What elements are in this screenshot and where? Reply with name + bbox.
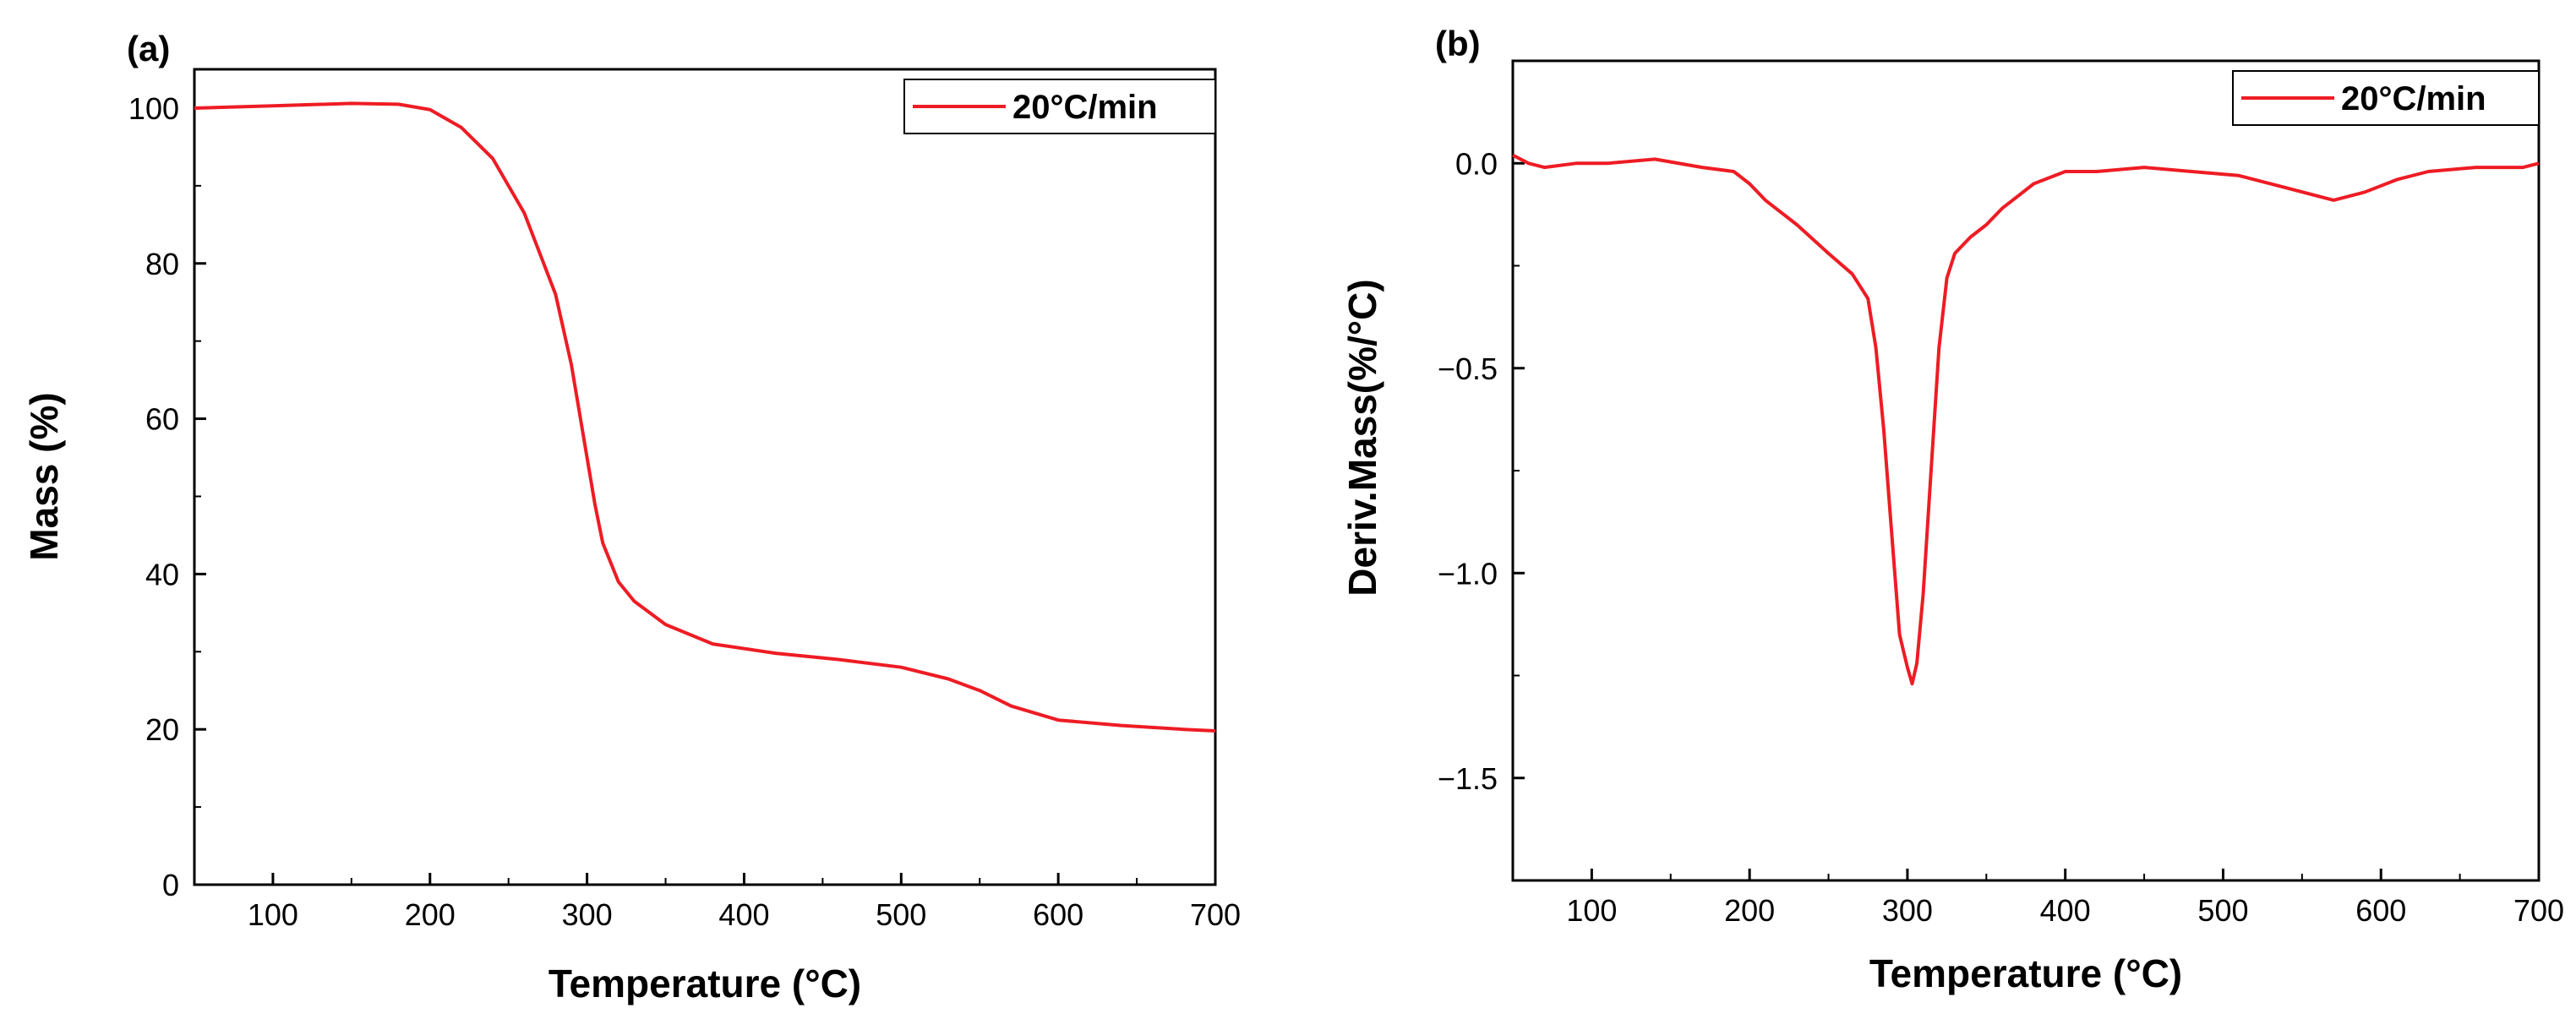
x-tick-label-b: 100 [1566, 893, 1617, 928]
y-tick-label-b: 0.0 [1455, 146, 1498, 181]
y-tick-label-a: 20 [145, 712, 179, 747]
x-axis-title-b: Temperature (°C) [1869, 951, 2182, 995]
panel-label-b: (b) [1435, 24, 1481, 63]
x-tick-label-b: 400 [2040, 893, 2091, 928]
plot-frame-a [193, 68, 1217, 886]
chart-panel-a: (a) 100 200 300 400 500 600 700 0 20 40 60 80 100 Te… [22, 29, 1241, 1005]
y-tick-label-b: −1.0 [1438, 556, 1498, 591]
legend-a: 20°C/min [903, 79, 1216, 134]
x-tick-label-a: 200 [405, 897, 456, 932]
x-axis-title-a: Temperature (°C) [548, 962, 861, 1005]
legend-b: 20°C/min [2232, 70, 2540, 126]
y-tick-label-b: −0.5 [1438, 352, 1498, 386]
x-tick-label-a: 600 [1033, 897, 1083, 932]
series-line-b [1512, 153, 2540, 686]
series-line-a [194, 101, 1216, 733]
y-tick-label-a: 80 [145, 247, 179, 281]
y-tick-label-b: −1.5 [1438, 761, 1498, 796]
axis-ticks-b: 100 200 300 400 500 600 700 0.0 −0.5 −1.0 −1.5 [1438, 60, 2564, 928]
y-tick-label-a: 60 [145, 402, 179, 437]
panel-label-a: (a) [127, 29, 170, 68]
x-tick-label-b: 600 [2355, 893, 2406, 928]
y-tick-label-a: 100 [128, 91, 179, 126]
x-tick-label-a: 700 [1190, 897, 1241, 932]
x-tick-label-b: 200 [1724, 893, 1775, 928]
axis-ticks-a: 100 200 300 400 500 600 700 0 20 40 60 80 100 [128, 91, 1241, 932]
legend-label-a: 20°C/min [1012, 89, 1158, 126]
y-axis-title-a: Mass (%) [22, 392, 66, 560]
x-tick-label-b: 500 [2197, 893, 2248, 928]
x-tick-label-a: 300 [562, 897, 613, 932]
x-tick-label-b: 700 [2513, 893, 2564, 928]
y-tick-label-a: 40 [145, 557, 179, 591]
x-tick-label-a: 500 [876, 897, 926, 932]
x-tick-label-b: 300 [1882, 893, 1933, 928]
x-tick-label-a: 100 [248, 897, 298, 932]
legend-label-b: 20°C/min [2341, 80, 2486, 117]
y-tick-label-a: 0 [162, 868, 179, 902]
chart-panel-b: (b) 100 200 300 400 500 600 700 0.0 −0.5 −1.0 −1.5… [1340, 24, 2564, 995]
y-axis-title-b: Deriv.Mass(%/°C) [1340, 279, 1384, 596]
x-tick-label-a: 400 [718, 897, 769, 932]
